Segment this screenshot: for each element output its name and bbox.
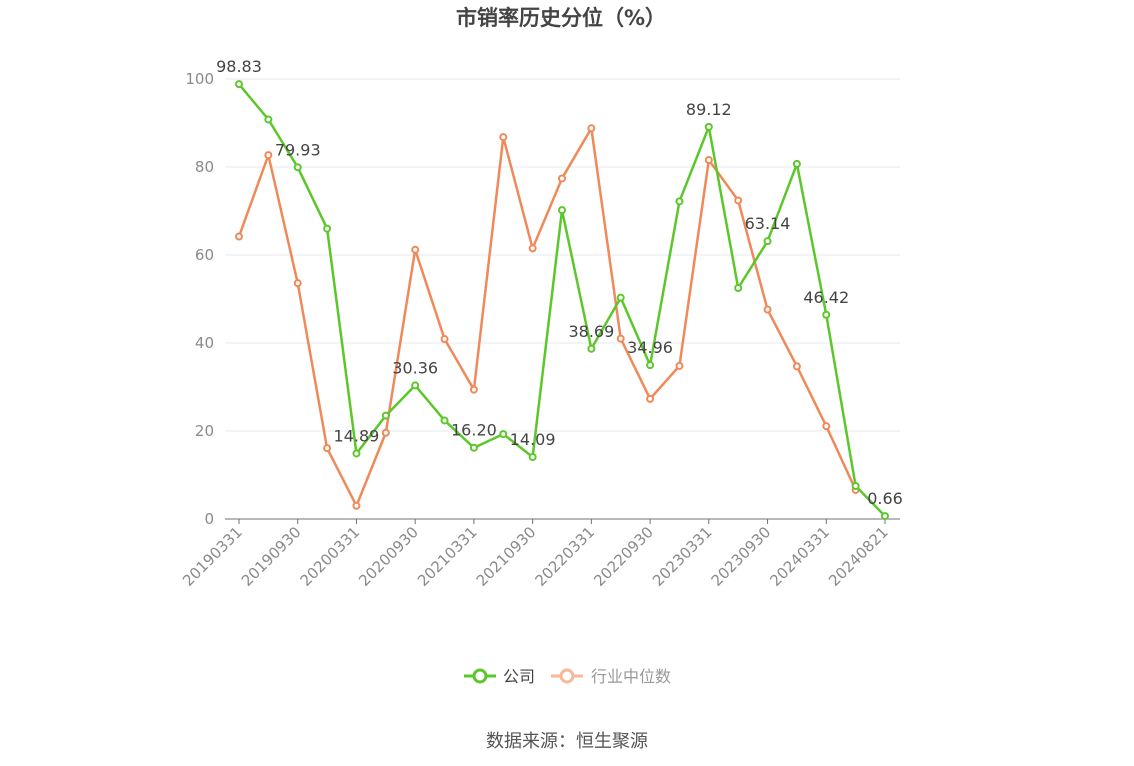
data-label: 14.89 bbox=[334, 426, 380, 445]
data-point-company bbox=[792, 159, 801, 168]
data-point-company bbox=[822, 310, 831, 319]
data-point-industry bbox=[558, 174, 566, 183]
series-line-company bbox=[238, 83, 886, 517]
data-point-company bbox=[469, 443, 478, 452]
data-point-industry bbox=[734, 196, 743, 205]
data-point-industry bbox=[499, 133, 508, 142]
legend-company-label: 公司 bbox=[503, 667, 535, 686]
data-point-company bbox=[881, 512, 889, 521]
series-line-industry bbox=[237, 127, 857, 508]
data-label: 79.93 bbox=[275, 140, 321, 159]
x-tick-label: 20220331 bbox=[531, 523, 598, 590]
data-point-company bbox=[704, 122, 713, 131]
data-label: 63.14 bbox=[745, 214, 791, 233]
data-point-company bbox=[264, 115, 273, 124]
y-tick-label: 0 bbox=[204, 510, 214, 528]
data-point-industry bbox=[528, 244, 537, 253]
data-point-company bbox=[851, 482, 860, 490]
legend-company-marker-icon bbox=[472, 668, 488, 684]
x-tick-label: 20210331 bbox=[414, 523, 481, 590]
data-point-company bbox=[558, 206, 566, 215]
x-axis: 2019033120190930202003312020093020210331… bbox=[179, 519, 892, 590]
data-point-industry bbox=[293, 279, 302, 288]
x-tick-label: 20210930 bbox=[473, 523, 540, 590]
data-label: 14.09 bbox=[510, 430, 556, 449]
x-tick-label: 20220930 bbox=[590, 523, 657, 590]
data-point-industry bbox=[763, 305, 772, 314]
data-point-company bbox=[235, 80, 243, 89]
y-tick-label: 20 bbox=[195, 422, 214, 440]
series-group bbox=[235, 80, 889, 521]
data-label: 38.69 bbox=[568, 322, 614, 341]
data-point-company bbox=[381, 411, 390, 420]
x-tick-label: 20200930 bbox=[355, 523, 422, 590]
data-point-industry bbox=[704, 155, 713, 164]
data-point-company bbox=[616, 293, 625, 302]
x-tick-label: 20240821 bbox=[825, 523, 892, 590]
data-point-industry bbox=[411, 245, 420, 254]
data-point-company bbox=[499, 430, 508, 439]
legend-item-industry[interactable]: 行业中位数 bbox=[551, 667, 671, 686]
x-tick-label: 20230930 bbox=[708, 523, 775, 590]
y-tick-label: 80 bbox=[195, 158, 214, 176]
data-point-company bbox=[352, 449, 361, 458]
data-point-company bbox=[440, 416, 449, 425]
data-point-industry bbox=[469, 385, 478, 394]
data-point-industry bbox=[792, 362, 801, 371]
data-label: 0.66 bbox=[867, 489, 903, 508]
data-label: 16.20 bbox=[451, 421, 497, 440]
data-point-company bbox=[763, 237, 772, 246]
x-tick-label: 20230331 bbox=[649, 523, 716, 590]
data-point-industry bbox=[264, 151, 273, 160]
data-point-company bbox=[411, 381, 420, 390]
y-tick-label: 40 bbox=[195, 334, 214, 352]
data-point-industry bbox=[616, 334, 625, 343]
y-axis: 0 20 40 60 80 100 bbox=[185, 70, 214, 528]
data-label: 30.36 bbox=[392, 358, 438, 377]
data-point-industry bbox=[675, 361, 684, 370]
data-point-industry bbox=[323, 444, 332, 453]
data-label: 46.42 bbox=[803, 288, 849, 307]
data-label: 89.12 bbox=[686, 100, 732, 119]
legend-industry-label: 行业中位数 bbox=[591, 667, 671, 686]
y-tick-label: 100 bbox=[185, 70, 214, 88]
data-point-company bbox=[528, 453, 537, 462]
grid-lines bbox=[225, 78, 900, 432]
data-point-industry bbox=[235, 232, 243, 241]
legend[interactable]: 公司 行业中位数 bbox=[464, 667, 671, 686]
x-tick-label: 20240331 bbox=[766, 523, 833, 590]
data-point-company bbox=[293, 163, 302, 172]
data-point-industry bbox=[646, 394, 655, 403]
chart-title: 市销率历史分位（%） bbox=[456, 6, 666, 30]
data-point-company bbox=[323, 224, 332, 233]
data-point-industry bbox=[381, 428, 390, 437]
data-source: 数据来源：恒生聚源 bbox=[486, 731, 648, 752]
data-point-company bbox=[646, 361, 655, 370]
data-point-industry bbox=[352, 501, 361, 510]
x-tick-label: 20190331 bbox=[179, 523, 246, 590]
data-point-industry bbox=[822, 422, 831, 431]
data-point-industry bbox=[587, 124, 596, 133]
data-point-company bbox=[587, 344, 596, 353]
legend-industry-marker-icon bbox=[559, 668, 575, 684]
data-point-company bbox=[675, 197, 684, 206]
x-tick-label: 20190930 bbox=[238, 523, 305, 590]
data-point-industry bbox=[440, 335, 449, 344]
data-labels: 98.83 79.93 14.89 30.36 16.20 14.09 38.69 34.96… bbox=[216, 57, 903, 508]
data-label: 98.83 bbox=[216, 57, 262, 76]
y-tick-label: 60 bbox=[195, 246, 214, 264]
data-point-company bbox=[734, 284, 743, 292]
x-tick-label: 20200331 bbox=[297, 523, 364, 590]
data-label: 34.96 bbox=[627, 338, 673, 357]
legend-item-company[interactable]: 公司 bbox=[464, 667, 535, 686]
